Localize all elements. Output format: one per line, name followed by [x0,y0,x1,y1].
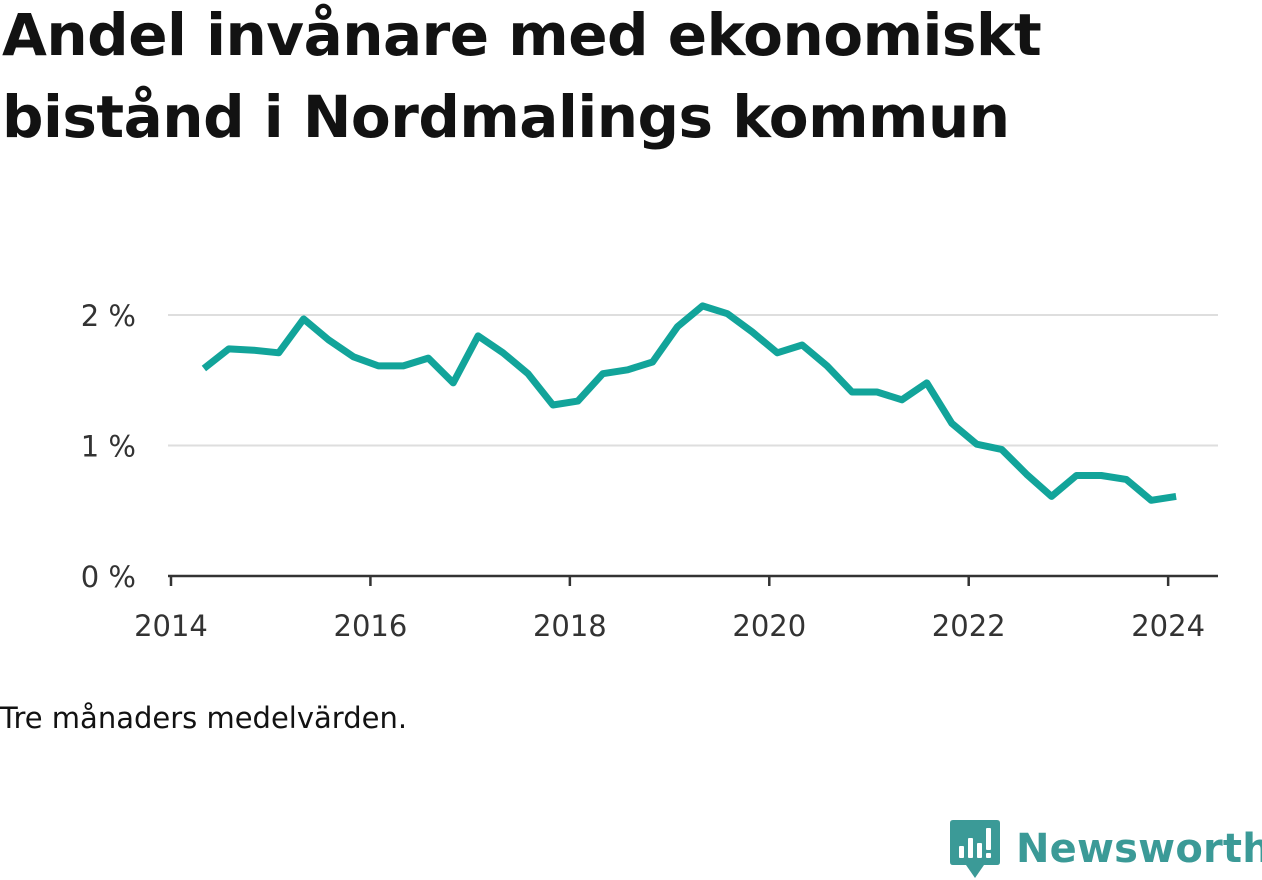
x-tick-label: 2014 [134,609,208,643]
x-tick-label: 2020 [732,609,806,643]
brand-name: Newsworthy [1016,826,1262,872]
brand-logo: Newsworthy [948,818,1262,880]
x-tick-label: 2024 [1131,609,1205,643]
series-line-0 [201,302,1177,504]
x-axis [168,574,1218,586]
y-axis-tick-labels: 0 % 1 % 2 % [81,299,136,594]
x-axis-tick-labels: 2014 2016 2018 2020 2022 2024 [134,609,1205,643]
y-tick-label: 1 % [81,430,136,464]
x-tick-label: 2022 [932,609,1006,643]
x-tick-label: 2018 [533,609,607,643]
series-layer [201,302,1177,504]
newsworthy-logo-icon [950,820,1000,878]
y-tick-label: 2 % [81,299,136,333]
chart-note: Tre månaders medelvärden. [0,701,408,735]
chart-title: Andel invånare med ekonomiskt bistånd i … [2,1,1042,151]
x-tick-label: 2016 [334,609,408,643]
y-tick-label: 0 % [81,560,136,594]
